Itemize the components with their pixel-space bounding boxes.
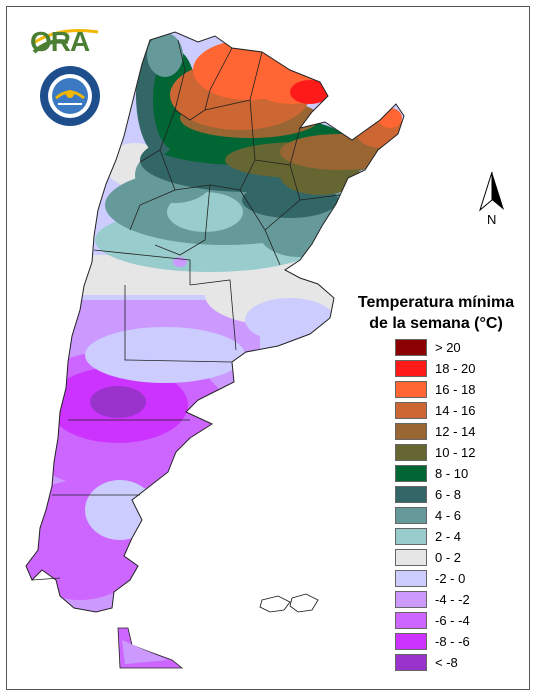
legend-item: -6 - -4 <box>395 610 475 631</box>
legend-swatch <box>395 633 427 650</box>
legend-item: 10 - 12 <box>395 442 475 463</box>
legend-swatch <box>395 360 427 377</box>
legend-swatch <box>395 381 427 398</box>
legend-item: 4 - 6 <box>395 505 475 526</box>
legend-label: < -8 <box>435 655 458 670</box>
legend-swatch <box>395 612 427 629</box>
legend-label: 18 - 20 <box>435 361 476 376</box>
legend-swatch <box>395 507 427 524</box>
country-outline <box>25 31 405 613</box>
legend-item: 6 - 8 <box>395 484 475 505</box>
legend-item: 18 - 20 <box>395 358 475 379</box>
legend-label: 2 - 4 <box>435 529 462 544</box>
legend-item: -4 - -2 <box>395 589 475 610</box>
legend-item: -2 - 0 <box>395 568 475 589</box>
legend-swatch <box>395 402 427 419</box>
legend-item: > 20 <box>395 337 475 358</box>
legend-swatch <box>395 570 427 587</box>
legend-title-line2: de la semana (°C) <box>369 315 503 332</box>
legend-label: 14 - 16 <box>435 403 476 418</box>
legend-item: 14 - 16 <box>395 400 475 421</box>
north-arrow-icon <box>479 171 504 212</box>
legend: > 20 18 - 20 16 - 18 14 - 16 12 - 14 10 - 12 8… <box>395 337 475 673</box>
legend-label: -2 - 0 <box>435 571 466 586</box>
legend-label: -6 - -4 <box>435 613 470 628</box>
province-boundaries <box>31 39 341 581</box>
legend-swatch <box>395 528 427 545</box>
legend-swatch <box>395 339 427 356</box>
legend-swatch <box>395 465 427 482</box>
legend-swatch <box>395 591 427 608</box>
legend-label: -8 - -6 <box>435 634 470 649</box>
north-label: N <box>487 212 497 227</box>
legend-label: 0 - 2 <box>435 550 462 565</box>
ora-logo-text: ORA <box>30 26 90 57</box>
legend-item: 16 - 18 <box>395 379 475 400</box>
ora-logo-arc-icon <box>31 29 99 54</box>
malvinas-islands <box>259 593 319 613</box>
legend-label: 16 - 18 <box>435 382 476 397</box>
legend-item: < -8 <box>395 652 475 673</box>
legend-label: 10 - 12 <box>435 445 476 460</box>
legend-label: -4 - -2 <box>435 592 470 607</box>
legend-item: 12 - 14 <box>395 421 475 442</box>
legend-label: 12 - 14 <box>435 424 476 439</box>
legend-item: 0 - 2 <box>395 547 475 568</box>
legend-title-line1: Temperatura mínima <box>357 294 515 311</box>
legend-label: 6 - 8 <box>435 487 462 502</box>
legend-label: 4 - 6 <box>435 508 462 523</box>
legend-item: 8 - 10 <box>395 463 475 484</box>
legend-label: 8 - 10 <box>435 466 469 481</box>
legend-item: -8 - -6 <box>395 631 475 652</box>
legend-item: 2 - 4 <box>395 526 475 547</box>
smn-seal-icon <box>40 66 100 126</box>
legend-swatch <box>395 423 427 440</box>
legend-swatch <box>395 444 427 461</box>
legend-label: > 20 <box>435 340 461 355</box>
legend-swatch <box>395 486 427 503</box>
legend-swatch <box>395 549 427 566</box>
legend-swatch <box>395 654 427 671</box>
legend-title: Temperatura mínima de la semana (°C) <box>346 292 526 334</box>
